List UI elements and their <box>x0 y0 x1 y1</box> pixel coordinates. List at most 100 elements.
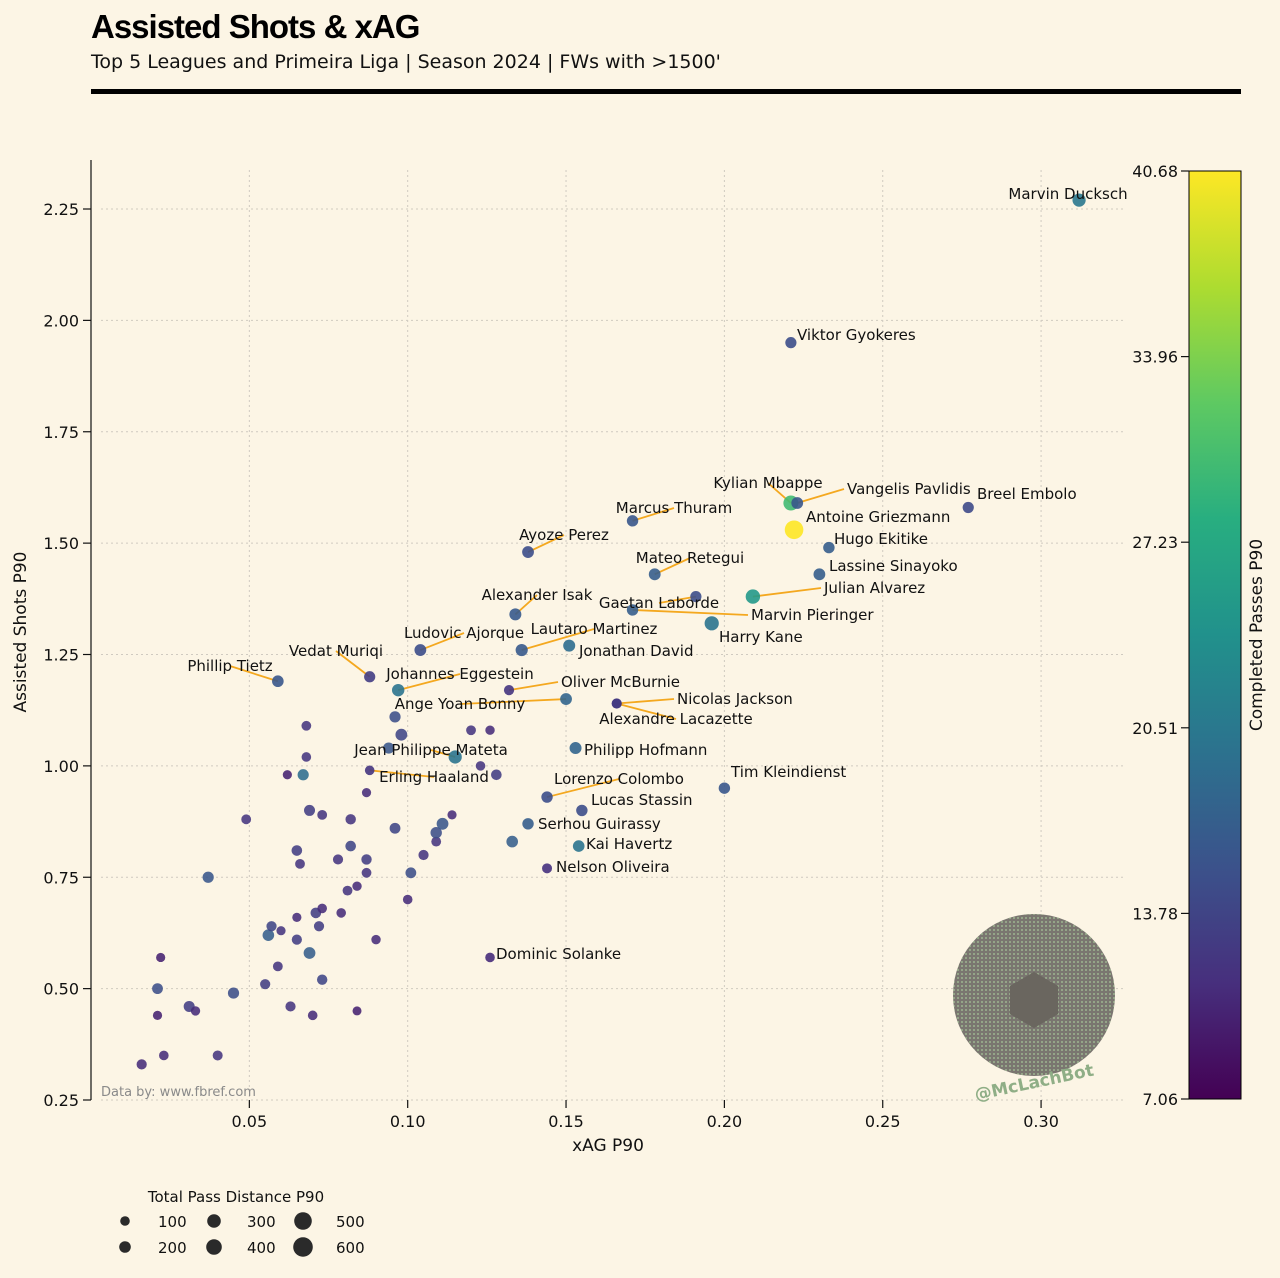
labeled-data-point <box>704 616 719 631</box>
data-point <box>276 926 286 936</box>
point-label: Vedat Muriqi <box>289 642 383 660</box>
data-point <box>491 769 502 781</box>
labeled-data-point <box>690 590 702 603</box>
data-point <box>485 725 495 735</box>
title-divider <box>91 89 1241 94</box>
data-point <box>336 908 346 918</box>
size-legend-label: 400 <box>247 1239 276 1257</box>
point-label: Alexander Isak <box>482 586 593 604</box>
labeled-data-point <box>718 782 731 794</box>
data-point <box>371 934 381 945</box>
point-label: Nelson Oliveira <box>556 858 670 876</box>
colorbar-tick-label: 33.96 <box>1132 348 1178 367</box>
data-point <box>301 752 312 762</box>
point-label: Nicolas Jackson <box>677 690 793 708</box>
x-tick-label: 0.15 <box>548 1112 584 1131</box>
size-legend-label: 500 <box>336 1213 365 1231</box>
size-legend-title: Total Pass Distance P90 <box>147 1188 324 1206</box>
point-label: Lorenzo Colombo <box>554 770 684 788</box>
point-label: Philipp Hofmann <box>584 741 707 759</box>
colorbar: 7.06 13.78 20.51 27.23 33.96 40.68 <box>1132 162 1242 1109</box>
label-connector <box>397 673 461 692</box>
data-point <box>506 835 519 848</box>
point-label: Jean Philippe Mateta <box>353 741 508 759</box>
label-connector <box>420 632 465 651</box>
labeled-data-point <box>813 568 826 581</box>
data-point <box>345 840 356 852</box>
data-point <box>436 817 449 830</box>
point-label: Hugo Ekitike <box>834 530 928 548</box>
data-point <box>475 761 486 771</box>
point-label: Jonathan David <box>578 642 693 660</box>
colorbar-tick-label: 13.78 <box>1132 904 1178 923</box>
labeled-data-point <box>745 589 761 604</box>
colorbar-tick-label: 40.68 <box>1132 162 1178 181</box>
point-label: Lassine Sinayoko <box>829 557 958 575</box>
x-tick-label: 0.30 <box>1023 1112 1059 1131</box>
data-point <box>345 814 356 825</box>
labeled-data-point <box>541 791 553 803</box>
data-point <box>313 921 325 932</box>
data-point <box>136 1059 147 1070</box>
y-tick-label: 1.25 <box>43 646 79 665</box>
point-label: Breel Embolo <box>977 485 1077 503</box>
point-label: Marcus Thuram <box>616 499 732 517</box>
data-point <box>227 987 240 999</box>
x-tick-label: 0.10 <box>390 1112 426 1131</box>
data-point <box>405 867 417 879</box>
data-point <box>342 885 353 896</box>
point-label: Vangelis Pavlidis <box>847 480 971 498</box>
point-label: Phillip Tietz <box>187 657 272 675</box>
data-point <box>266 921 277 932</box>
labeled-data-point <box>648 568 661 581</box>
size-legend-label: 600 <box>336 1239 365 1257</box>
label-connector <box>796 488 845 504</box>
data-point <box>307 1010 318 1021</box>
label-connector <box>229 665 279 683</box>
point-label: Ayoze Perez <box>519 526 609 544</box>
y-tick-label: 0.75 <box>43 868 79 887</box>
data-point <box>389 711 401 723</box>
size-legend-marker <box>206 1239 222 1255</box>
point-label: Julian Alvarez <box>823 579 925 597</box>
data-point <box>260 979 271 990</box>
label-connector <box>654 557 691 576</box>
point-labels: Marvin Ducksch Viktor Gyokeres Kylian Mbap… <box>187 185 1127 963</box>
point-label: Marvin Pieringer <box>751 606 874 624</box>
data-point <box>316 974 328 985</box>
point-label: Tim Kleindienst <box>730 763 846 781</box>
point-label: Lucas Stassin <box>591 791 693 809</box>
point-label: Johannes Eggestein <box>385 665 533 683</box>
labeled-data-point <box>485 952 495 963</box>
y-tick-label: 1.75 <box>43 423 79 442</box>
x-tick-label: 0.05 <box>232 1112 268 1131</box>
labeled-data-point <box>576 804 588 817</box>
point-label: Harry Kane <box>719 628 803 646</box>
data-point <box>361 788 372 798</box>
labeled-data-point <box>569 742 582 755</box>
labeled-data-point <box>962 501 974 514</box>
label-connector <box>521 628 595 651</box>
x-tick-label: 0.25 <box>865 1112 901 1131</box>
label-connector <box>632 609 749 616</box>
labeled-data-point <box>522 546 534 558</box>
axes: 0.05 0.10 0.15 0.20 0.25 0.30 0.25 0.50 0.75 1.00… <box>43 160 1059 1131</box>
data-point <box>317 809 328 820</box>
y-axis-label: Assisted Shots P90 <box>11 551 31 712</box>
data-point <box>272 961 283 972</box>
data-point <box>301 720 312 731</box>
page-title: Assisted Shots & xAG <box>91 8 420 45</box>
data-point <box>383 742 395 754</box>
labeled-data-point <box>515 643 528 657</box>
data-point <box>352 1006 362 1016</box>
source-note: Data by: www.fbref.com <box>101 1085 256 1100</box>
data-point <box>202 871 214 883</box>
labeled-data-point <box>448 750 462 764</box>
label-connector <box>459 698 567 705</box>
data-points <box>136 193 1086 1070</box>
x-axis-label: xAG P90 <box>572 1136 644 1156</box>
point-label: Erling Haaland <box>379 768 489 786</box>
labeled-data-point <box>563 639 576 652</box>
data-point <box>152 1010 163 1020</box>
